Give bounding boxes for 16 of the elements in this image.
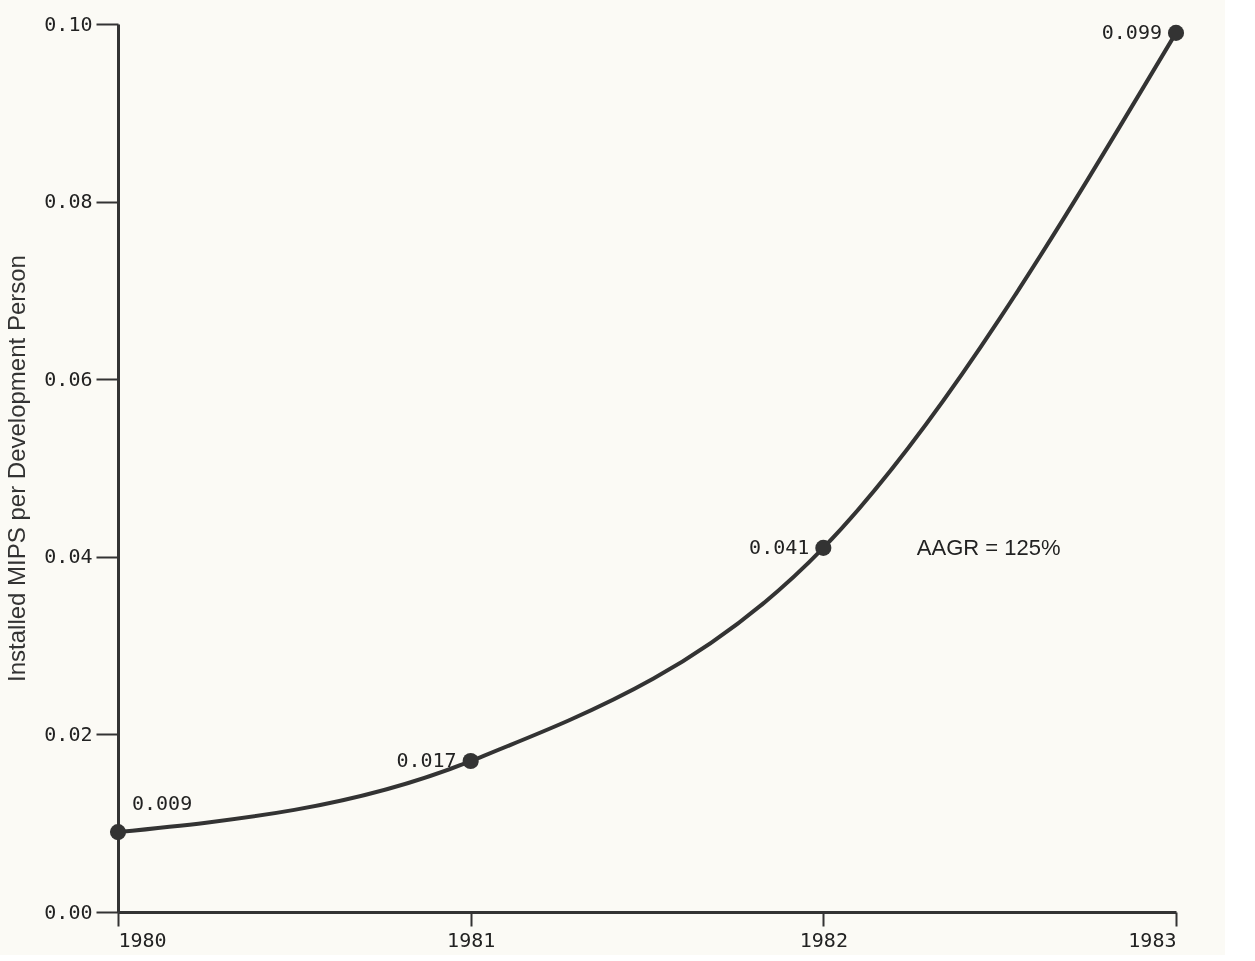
- data-label: 0.041: [749, 534, 810, 559]
- y-tick-label: 0.04: [44, 544, 93, 569]
- x-tick-label: 1981: [447, 927, 496, 952]
- data-label: 0.099: [1101, 19, 1162, 44]
- y-tick-label: 0.06: [44, 366, 93, 391]
- annotation: AAGR = 125%: [916, 534, 1061, 560]
- y-tick-label: 0.02: [44, 721, 93, 746]
- y-tick-label: 0.08: [44, 189, 93, 214]
- data-label: 0.017: [396, 748, 457, 773]
- x-tick-label: 1980: [118, 927, 167, 952]
- x-tick-label: 1982: [799, 927, 848, 952]
- y-axis-title: Installed MIPS per Development Person: [3, 255, 31, 682]
- x-tick-label: 1983: [1128, 927, 1177, 952]
- y-tick-label: 0.10: [44, 11, 93, 36]
- y-tick-label: 0.00: [44, 899, 93, 924]
- data-label: 0.009: [132, 791, 193, 816]
